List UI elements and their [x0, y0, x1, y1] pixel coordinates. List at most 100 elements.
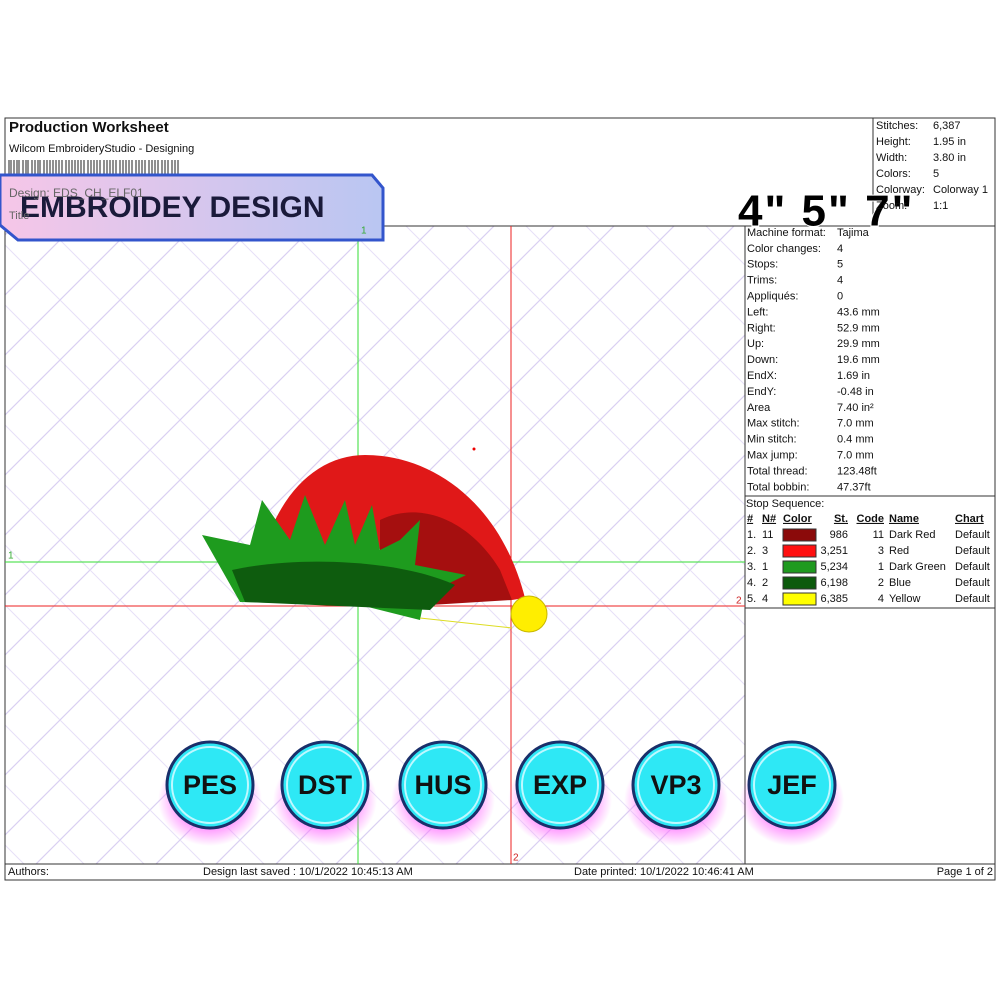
- col-header: N#: [762, 513, 776, 525]
- row-name: Yellow: [889, 593, 920, 605]
- title-label: Title: [9, 210, 29, 222]
- stat-label: Min stitch:: [747, 434, 797, 446]
- stat-label: Left:: [747, 306, 768, 318]
- title: Production Worksheet: [9, 119, 169, 136]
- stat-label: Down:: [747, 354, 778, 366]
- row-stitches: 3,251: [820, 545, 848, 557]
- marker: 1: [361, 226, 367, 237]
- col-header: Chart: [955, 513, 984, 525]
- stat-value: -0.48 in: [837, 386, 874, 398]
- row-code: 2: [878, 577, 884, 589]
- button-ring: [637, 746, 715, 824]
- button-ring: [521, 746, 599, 824]
- summary-value: 3.80 in: [933, 152, 966, 164]
- col-header: St.: [834, 513, 848, 525]
- format-button[interactable]: [631, 740, 721, 830]
- row-name: Dark Green: [889, 561, 946, 573]
- stat-value: 29.9 mm: [837, 338, 880, 350]
- row-code: 3: [878, 545, 884, 557]
- row-n: 11: [762, 529, 773, 541]
- marker: 2: [513, 853, 519, 864]
- stat-value: 0.4 mm: [837, 434, 874, 446]
- color-swatch: [782, 528, 817, 542]
- format-label: EXP: [533, 770, 587, 800]
- format-label: DST: [298, 770, 353, 800]
- summary-label: Width:: [876, 152, 907, 164]
- stat-value: 4: [837, 275, 843, 287]
- sizes: 4" 5" 7": [738, 187, 914, 236]
- authors: Authors:: [8, 866, 49, 878]
- col-header: Color: [783, 513, 812, 525]
- summary-label: Zoom:: [876, 200, 907, 212]
- format-button[interactable]: [165, 740, 255, 830]
- page: Page 1 of 2: [937, 866, 993, 878]
- row-stitches: 986: [830, 529, 848, 541]
- summary-value: 6,387: [933, 120, 961, 132]
- format-button[interactable]: [280, 740, 370, 830]
- stat-value: 52.9 mm: [837, 322, 880, 334]
- row-n: 2: [762, 577, 768, 589]
- stat-label: Total thread:: [747, 465, 808, 477]
- stop-title: Stop Sequence:: [746, 498, 824, 510]
- color-swatch: [782, 576, 817, 590]
- summary-value: 1:1: [933, 200, 948, 212]
- barcode: [8, 160, 179, 176]
- button-ring: [171, 746, 249, 824]
- stat-label: Stops:: [747, 259, 778, 271]
- subtitle: Wilcom EmbroideryStudio - Designing: [9, 143, 194, 155]
- saved: Design last saved : 10/1/2022 10:45:13 A…: [203, 866, 413, 878]
- row-stitches: 6,385: [820, 593, 848, 605]
- stat-label: Appliqués:: [747, 291, 798, 303]
- row-index: 3.: [747, 561, 756, 573]
- stat-label: Area: [747, 402, 771, 414]
- stat-label: Up:: [747, 338, 764, 350]
- row-chart: Default: [955, 593, 990, 605]
- button-ring: [286, 746, 364, 824]
- printed: Date printed: 10/1/2022 10:46:41 AM: [574, 866, 754, 878]
- format-button[interactable]: [398, 740, 488, 830]
- stat-label: Trims:: [747, 275, 777, 287]
- stat-label: Color changes:: [747, 243, 821, 255]
- stat-label: EndX:: [747, 370, 777, 382]
- summary-value: Colorway 1: [933, 184, 988, 196]
- format-label: HUS: [414, 770, 471, 800]
- row-chart: Default: [955, 529, 990, 541]
- summary-value: 5: [933, 168, 939, 180]
- stat-value: 43.6 mm: [837, 306, 880, 318]
- banner: [0, 173, 385, 242]
- stat-label: Machine format:: [747, 227, 826, 239]
- stat-value: 5: [837, 259, 843, 271]
- row-index: 5.: [747, 593, 756, 605]
- row-index: 4.: [747, 577, 756, 589]
- col-header: Name: [889, 513, 919, 525]
- row-stitches: 5,234: [820, 561, 848, 573]
- summary-label: Colors:: [876, 168, 911, 180]
- stat-value: 7.0 mm: [837, 418, 874, 430]
- stat-value: 123.48ft: [837, 465, 877, 477]
- row-stitches: 6,198: [820, 577, 848, 589]
- banner-text: EMBROIDEY DESIGN: [20, 191, 325, 224]
- row-index: 1.: [747, 529, 756, 541]
- frame: [4, 117, 996, 881]
- row-code: 4: [878, 593, 884, 605]
- row-chart: Default: [955, 577, 990, 589]
- row-chart: Default: [955, 561, 990, 573]
- format-label: JEF: [767, 770, 817, 800]
- color-swatch: [782, 592, 817, 606]
- color-swatch: [782, 560, 817, 574]
- stat-value: 7.40 in²: [837, 402, 874, 414]
- format-button[interactable]: [515, 740, 605, 830]
- design-name: Design: EDS_CH_ELF01: [9, 186, 144, 200]
- row-n: 1: [762, 561, 768, 573]
- button-ring: [753, 746, 831, 824]
- row-n: 4: [762, 593, 768, 605]
- format-label: PES: [183, 770, 237, 800]
- summary-value: 1.95 in: [933, 136, 966, 148]
- marker: 2: [736, 596, 742, 607]
- summary-label: Height:: [876, 136, 911, 148]
- format-label: VP3: [650, 770, 701, 800]
- elf-hat: [202, 447, 548, 633]
- row-name: Dark Red: [889, 529, 935, 541]
- format-button[interactable]: [747, 740, 837, 830]
